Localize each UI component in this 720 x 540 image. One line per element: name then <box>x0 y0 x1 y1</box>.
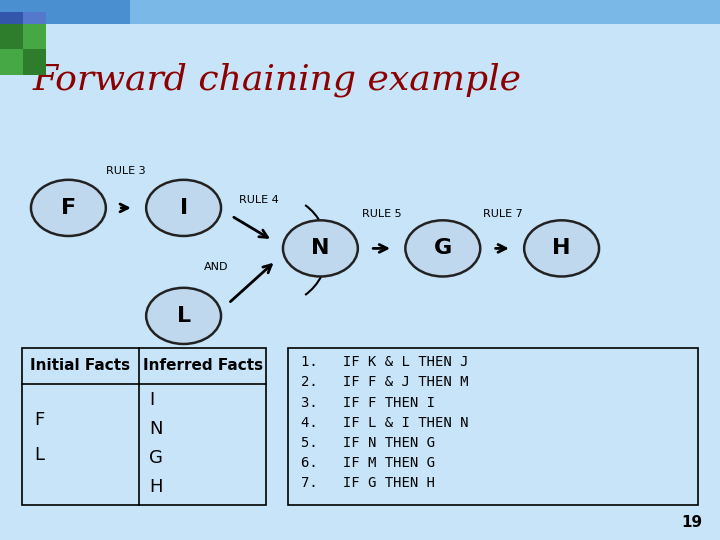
FancyBboxPatch shape <box>288 348 698 505</box>
Bar <box>0 12 23 24</box>
FancyBboxPatch shape <box>22 348 266 505</box>
Text: F
L: F L <box>35 411 45 464</box>
Text: G: G <box>433 238 452 259</box>
Text: H: H <box>552 238 571 259</box>
Text: I
N
G
H: I N G H <box>149 390 163 496</box>
Text: Initial Facts: Initial Facts <box>30 358 130 373</box>
Text: N: N <box>311 238 330 259</box>
Circle shape <box>524 220 599 276</box>
Bar <box>23 12 46 24</box>
Text: L: L <box>176 306 191 326</box>
Text: 5.   IF N THEN G: 5. IF N THEN G <box>301 436 435 450</box>
Text: 1.   IF K & L THEN J: 1. IF K & L THEN J <box>301 355 469 369</box>
Bar <box>0 0 720 24</box>
Bar <box>0 23 23 49</box>
Bar <box>23 49 46 75</box>
Text: F: F <box>60 198 76 218</box>
Bar <box>0 0 130 24</box>
Text: 7.   IF G THEN H: 7. IF G THEN H <box>301 476 435 490</box>
Circle shape <box>405 220 480 276</box>
Circle shape <box>146 288 221 344</box>
Text: RULE 3: RULE 3 <box>106 165 146 176</box>
Text: AND: AND <box>204 262 228 272</box>
Text: 19: 19 <box>681 515 702 530</box>
Bar <box>0 49 23 75</box>
Circle shape <box>146 180 221 236</box>
Bar <box>23 23 46 49</box>
Text: I: I <box>179 198 188 218</box>
Text: 4.   IF L & I THEN N: 4. IF L & I THEN N <box>301 416 469 430</box>
Text: 2.   IF F & J THEN M: 2. IF F & J THEN M <box>301 375 469 389</box>
Text: RULE 5: RULE 5 <box>361 208 402 219</box>
Text: RULE 7: RULE 7 <box>482 208 523 219</box>
Circle shape <box>283 220 358 276</box>
Text: Forward chaining example: Forward chaining example <box>32 62 521 97</box>
Text: 3.   IF F THEN I: 3. IF F THEN I <box>301 395 435 409</box>
Circle shape <box>31 180 106 236</box>
Text: Inferred Facts: Inferred Facts <box>143 358 263 373</box>
Text: 6.   IF M THEN G: 6. IF M THEN G <box>301 456 435 470</box>
Text: RULE 4: RULE 4 <box>239 195 279 205</box>
